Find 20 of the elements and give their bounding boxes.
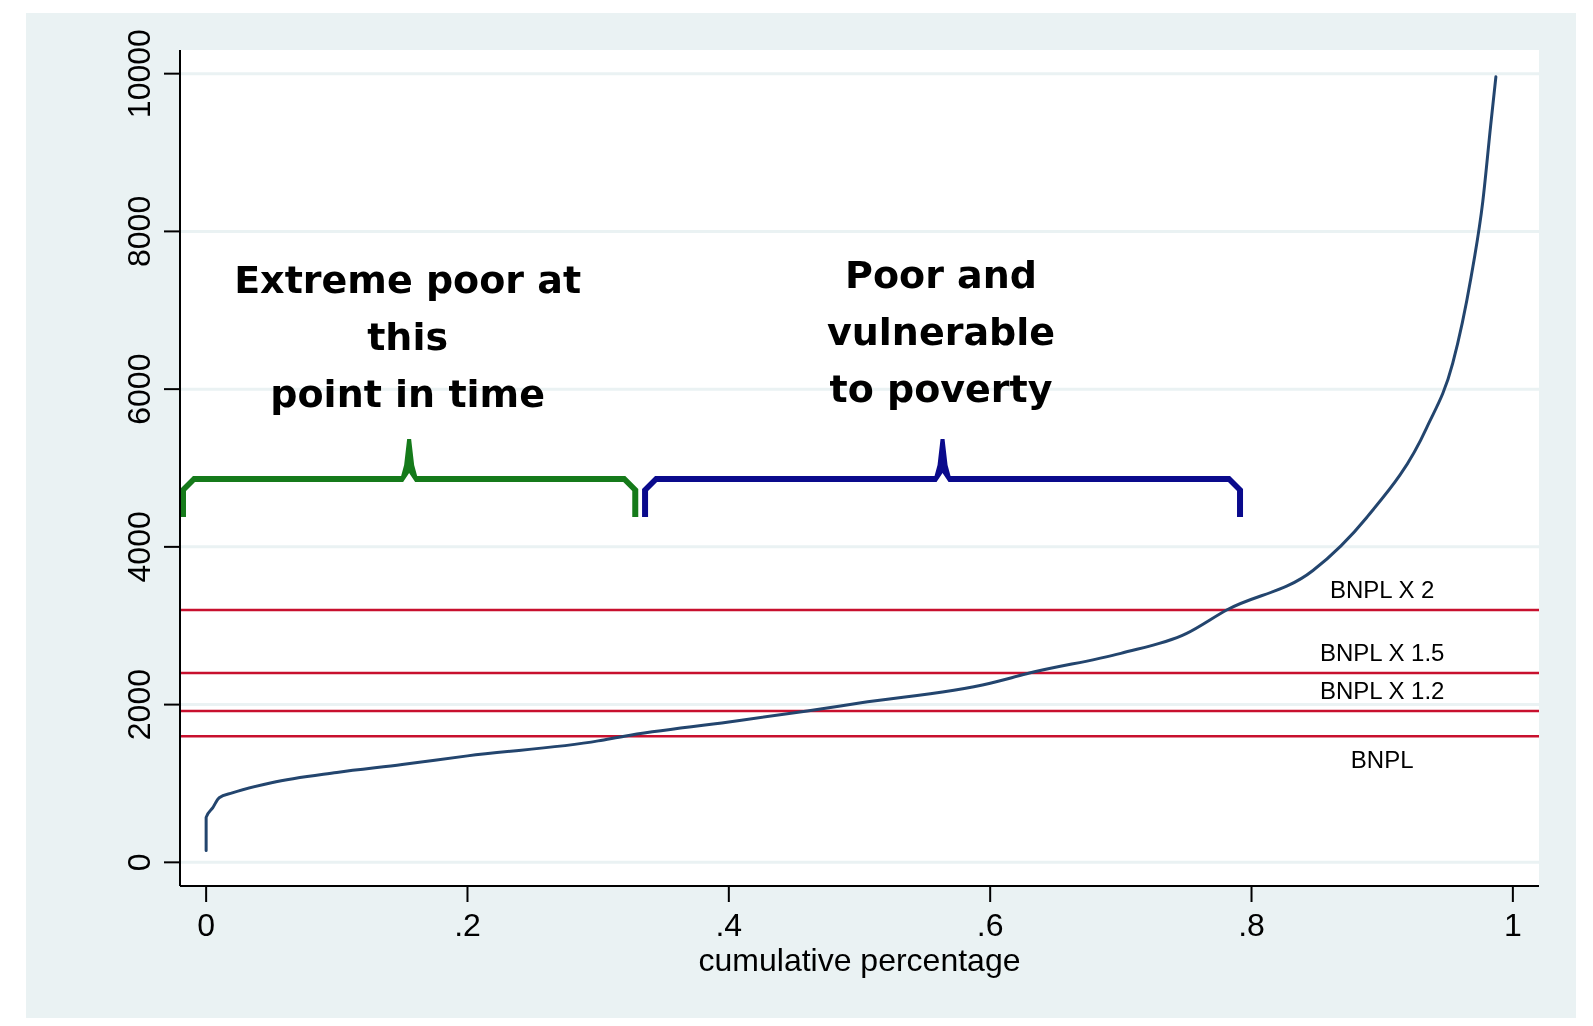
x-tick-label: 0 — [197, 907, 216, 943]
x-tick-label: .8 — [1238, 907, 1265, 943]
y-tick-label: 2000 — [121, 669, 157, 741]
x-tick-label: 1 — [1503, 907, 1522, 943]
y-tick-label: 4000 — [121, 511, 157, 583]
line-series — [204, 75, 1498, 853]
x-tick-label: .2 — [454, 907, 481, 943]
annotation: Poor and vulnerable to poverty — [827, 253, 1056, 411]
ref-line-label: BNPL X 2 — [1329, 575, 1435, 603]
annotation: Extreme poor at this point in time — [234, 258, 582, 416]
ref-line-label: BNPL — [1350, 746, 1414, 774]
y-tick-label: 6000 — [121, 353, 157, 425]
x-tick-label: .6 — [976, 907, 1004, 943]
x-axis-title: cumulative percentage — [698, 942, 1021, 978]
y-tick-label: 8000 — [121, 195, 157, 267]
x-tick-label: .4 — [715, 907, 743, 943]
y-tick-label: 10000 — [121, 29, 157, 119]
y-tick-label: 0 — [121, 853, 157, 872]
ref-line-label: BNPL X 1.2 — [1319, 676, 1445, 704]
ref-line-label: BNPL X 1.5 — [1319, 639, 1445, 667]
